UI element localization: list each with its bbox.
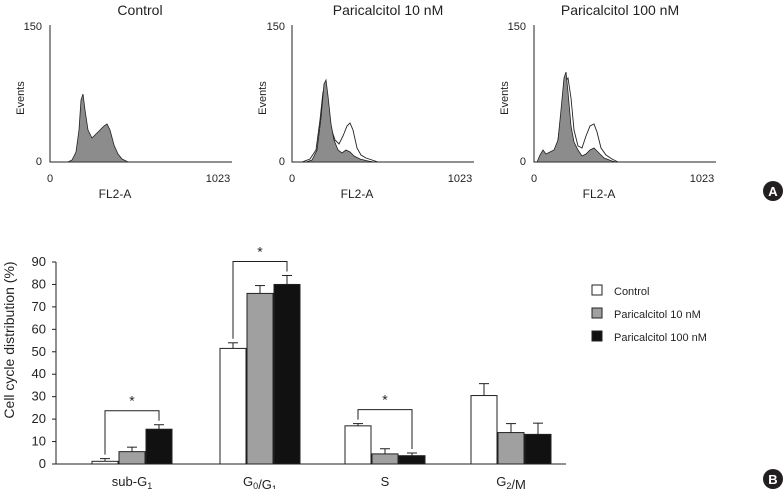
bar-paricalcitol-10nm (118, 451, 146, 465)
bar-paricalcitol-100nm (145, 428, 173, 465)
panel-badge-label: A (768, 184, 778, 199)
histogram-curve-control (67, 93, 129, 163)
histogram-ylabel: Events (257, 81, 269, 115)
histogram-curve-treated (536, 71, 617, 163)
histogram-ylabel: Events (499, 81, 511, 115)
legend: Control Paricalcitol 10 nM Paricalcitol 10… (591, 284, 707, 344)
x-min-label: 0 (289, 173, 295, 185)
panel-badge-circle (763, 181, 783, 201)
y-tick-label: 30 (32, 389, 46, 404)
x-min-label: 0 (47, 173, 53, 185)
bar-paricalcitol-10nm (497, 432, 525, 465)
histogram-curve-control-overlay (301, 83, 379, 163)
y-ticks: 0 10 20 30 40 50 60 70 80 90 (32, 254, 56, 471)
x-max-label: 1023 (690, 173, 714, 185)
x-max-label: 1023 (206, 173, 230, 185)
bar-paricalcitol-100nm (524, 433, 552, 465)
bar-paricalcitol-10nm (371, 453, 399, 465)
bar-control (470, 395, 498, 465)
histogram-xlabel: FL2-A (99, 187, 132, 201)
legend-label: Paricalcitol 10 nM (614, 309, 701, 321)
histogram-paricalcitol-100nm: Paricalcitol 100 nM 150 0 Events 0 1023 … (499, 2, 716, 201)
x-categories: sub-G1 G0/G1 S G2/M (112, 474, 526, 489)
y-max-label: 150 (267, 21, 285, 33)
histogram-axes (533, 25, 716, 163)
panel-badge-circle (763, 469, 783, 489)
panel-badge-label: B (768, 472, 777, 487)
histogram-xlabel: FL2-A (341, 187, 374, 201)
panel-b-badge: B (763, 469, 783, 489)
histogram-xlabel: FL2-A (583, 187, 616, 201)
significance-marker: * (382, 392, 388, 408)
y-min-label: 0 (520, 156, 526, 168)
histogram-axes (291, 25, 474, 163)
bar-control (91, 460, 119, 465)
histogram-title: Paricalcitol 100 nM (561, 2, 679, 18)
bar-paricalcitol-10nm (246, 292, 274, 465)
histogram-paricalcitol-10nm: Paricalcitol 10 nM 150 0 Events 0 1023 F… (257, 2, 474, 201)
significance-bracket (232, 260, 288, 339)
histogram-curve-treated (305, 78, 375, 163)
bar-control (219, 347, 247, 465)
bar-paricalcitol-100nm (398, 455, 426, 465)
histogram-title: Paricalcitol 10 nM (333, 2, 444, 18)
histogram-axes (49, 25, 232, 163)
significance-marker: * (257, 243, 263, 259)
y-axis-label: Cell cycle distribution (%) (1, 261, 17, 418)
panel-a-badge: A (763, 181, 783, 201)
y-tick-label: 40 (32, 366, 46, 381)
category-label: G0/G1 (243, 474, 277, 489)
bar-control (344, 425, 372, 465)
bars: * * * (91, 243, 552, 465)
x-max-label: 1023 (448, 173, 472, 185)
legend-swatch (591, 307, 603, 319)
category-label: G2/M (496, 474, 526, 489)
histogram-ylabel: Events (15, 81, 27, 115)
legend-label: Control (614, 286, 649, 298)
significance-bracket (357, 409, 413, 450)
histogram-title: Control (117, 2, 162, 18)
y-min-label: 0 (36, 156, 42, 168)
histogram-control: Control 150 0 Events 0 1023 FL2-A (15, 2, 232, 201)
category-label: sub-G1 (112, 474, 152, 489)
x-min-label: 0 (531, 173, 537, 185)
legend-label: Paricalcitol 100 nM (614, 332, 707, 344)
category-label: S (381, 474, 390, 489)
y-max-label: 150 (508, 21, 526, 33)
y-tick-label: 80 (32, 276, 46, 291)
y-tick-label: 0 (39, 456, 46, 471)
bar-paricalcitol-100nm (273, 283, 301, 465)
legend-swatch (591, 330, 603, 342)
y-tick-label: 70 (32, 299, 46, 314)
y-tick-label: 20 (32, 411, 46, 426)
y-tick-label: 50 (32, 344, 46, 359)
bar-chart: Cell cycle distribution (%) 0 10 20 30 40 50 6… (1, 243, 707, 489)
y-max-label: 150 (24, 21, 42, 33)
y-min-label: 0 (279, 156, 285, 168)
legend-swatch (591, 284, 603, 296)
y-tick-label: 90 (32, 254, 46, 269)
y-tick-label: 60 (32, 321, 46, 336)
significance-bracket (104, 410, 160, 455)
significance-marker: * (129, 393, 135, 409)
y-tick-label: 10 (32, 434, 46, 449)
